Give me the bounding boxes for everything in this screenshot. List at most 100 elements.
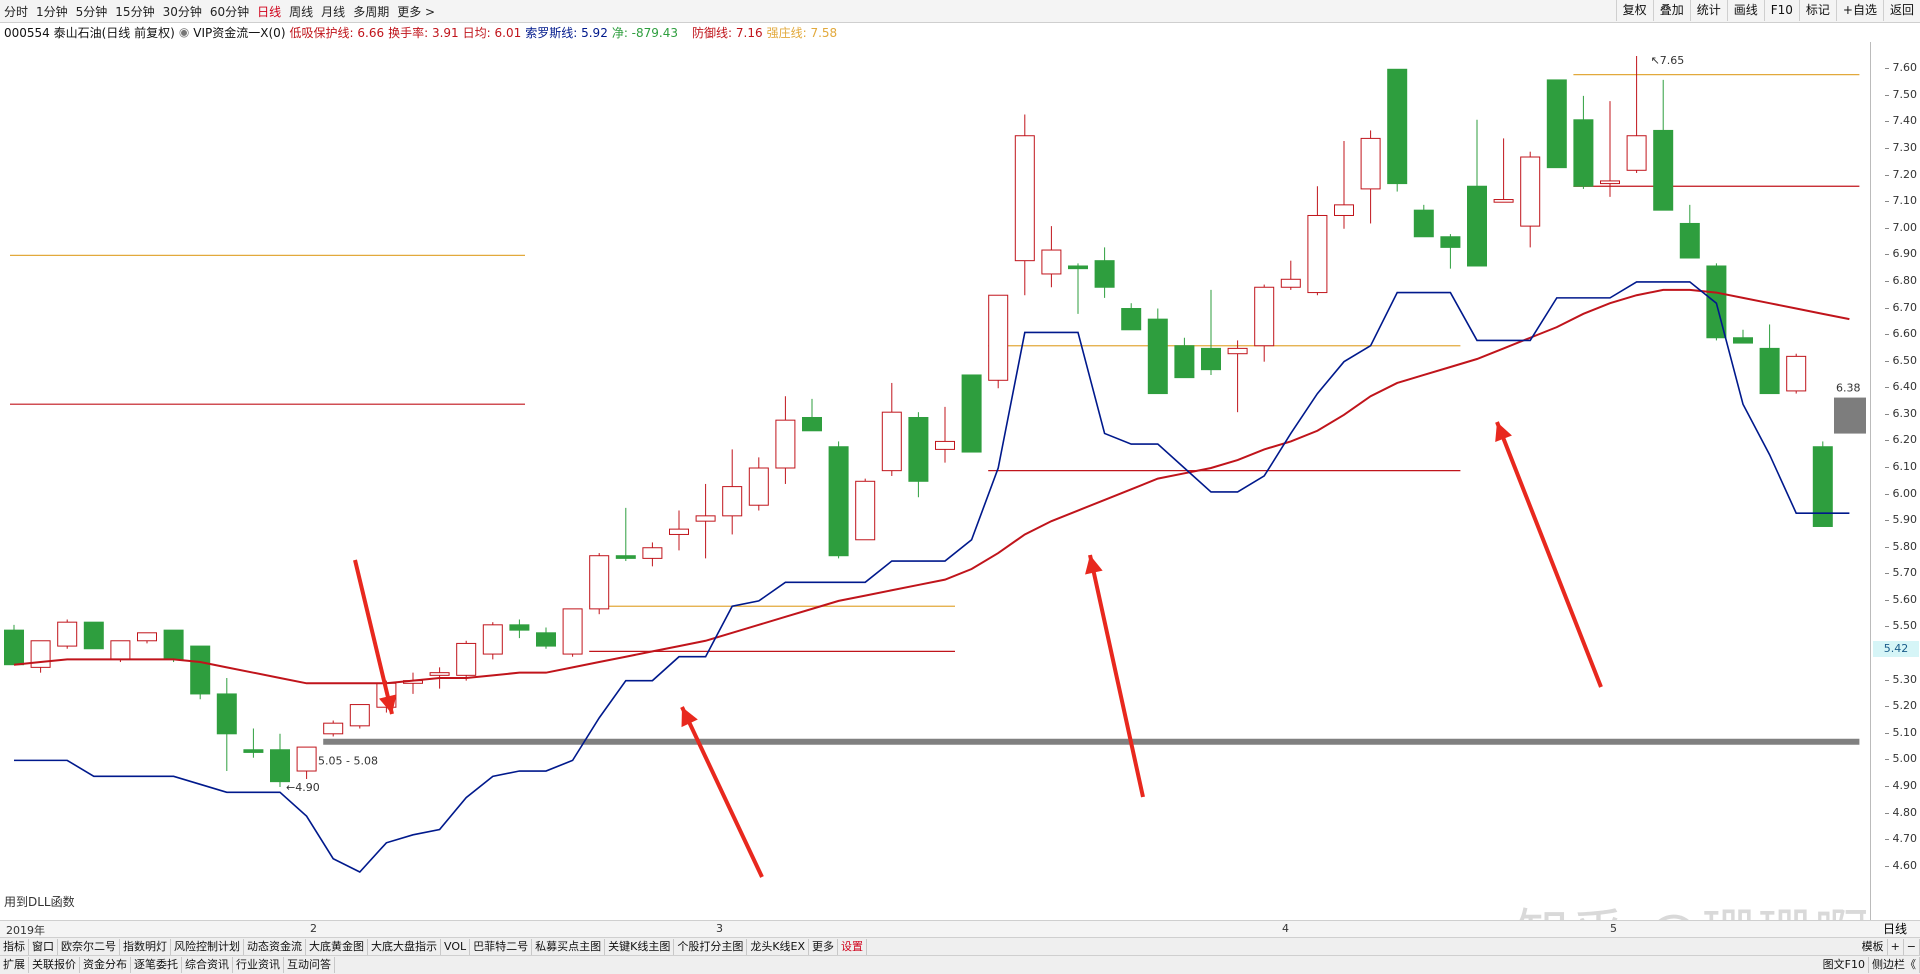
- extension-tab-1[interactable]: 关联报价: [29, 957, 80, 973]
- indicator-tab-14[interactable]: 更多: [809, 938, 839, 955]
- period-tab-1[interactable]: 1分钟: [36, 4, 68, 19]
- template-button-2[interactable]: −: [1904, 938, 1920, 955]
- red-arrowhead: [1085, 555, 1103, 575]
- price-tick: 4.90: [1884, 778, 1917, 792]
- kline-chart[interactable]: ↖7.65 ←4.90 5.05 - 5.08 6.38 用到DLL函数: [0, 42, 1870, 920]
- candle-body: [1121, 308, 1142, 331]
- low-annotation: ←4.90: [286, 781, 320, 794]
- candle-body: [1147, 318, 1168, 395]
- indicator-tab-1[interactable]: 窗口: [29, 938, 58, 955]
- candle-body: [1094, 260, 1115, 288]
- toolbar-button-1[interactable]: 叠加: [1652, 0, 1690, 21]
- candle-body: [1174, 345, 1195, 379]
- template-button-0[interactable]: 模板: [1859, 938, 1888, 955]
- toolbar-button-4[interactable]: F10: [1763, 0, 1799, 21]
- extension-tab-6[interactable]: 互动问答: [284, 957, 335, 973]
- indicator-tab-0[interactable]: 指标: [0, 938, 29, 955]
- candle-body: [1546, 79, 1567, 169]
- indicator-tab-3[interactable]: 指数明灯: [120, 938, 171, 955]
- ma-line: [13, 288, 1850, 685]
- toolbar-button-7[interactable]: 返回: [1882, 0, 1920, 21]
- candle-body: [1573, 119, 1594, 187]
- candle-body: [1068, 265, 1088, 270]
- indicator-tab-10[interactable]: 私募买点主图: [532, 938, 606, 955]
- price-tick: 5.00: [1884, 752, 1917, 766]
- red-arrow: [353, 559, 394, 715]
- candle-body: [988, 294, 1009, 381]
- period-tab-4[interactable]: 30分钟: [162, 4, 202, 19]
- extension-tab-4[interactable]: 综合资讯: [182, 957, 233, 973]
- extension-tab-5[interactable]: 行业资讯: [233, 957, 284, 973]
- candle-body: [1413, 209, 1434, 238]
- price-tick: 6.10: [1884, 460, 1917, 473]
- indicator-tab-13[interactable]: 龙头K线EX: [747, 938, 810, 955]
- candle-body: [216, 693, 237, 735]
- candle-body: [1440, 236, 1461, 248]
- extension-tab-2[interactable]: 资金分布: [80, 957, 131, 973]
- period-tab-9[interactable]: 多周期: [353, 4, 390, 19]
- eye-icon[interactable]: ◉: [178, 25, 190, 39]
- price-tick: 7.40: [1884, 114, 1917, 128]
- extension-tab-3[interactable]: 逐笔委托: [131, 957, 182, 973]
- candle-body: [881, 411, 902, 472]
- indicator-tab-12[interactable]: 个股打分主图: [674, 938, 748, 955]
- candle-body: [775, 419, 796, 469]
- indicator-name[interactable]: VIP资金流一X(0): [193, 25, 286, 40]
- period-tab-3[interactable]: 15分钟: [115, 4, 155, 19]
- period-tab-2[interactable]: 5分钟: [75, 4, 108, 19]
- red-arrowhead: [1495, 422, 1512, 443]
- indicator-tab-2[interactable]: 欧奈尔二号: [58, 938, 120, 955]
- indicator-tab-6[interactable]: 大底黄金图: [306, 938, 368, 955]
- period-tab-5[interactable]: 60分钟: [209, 4, 250, 19]
- candle-body: [1334, 204, 1354, 216]
- candle-body: [110, 640, 131, 660]
- template-button-1[interactable]: +: [1888, 938, 1904, 955]
- period-tab-6[interactable]: 日线: [257, 4, 282, 19]
- candle-body: [1307, 214, 1328, 294]
- price-tick: 5.20: [1884, 699, 1917, 713]
- indicator-tab-5[interactable]: 动态资金流: [244, 938, 306, 955]
- toolbar-button-5[interactable]: 标记: [1798, 0, 1836, 21]
- toolbar-button-0[interactable]: 复权: [1615, 0, 1653, 21]
- indicator-tab-4[interactable]: 风险控制计划: [171, 938, 244, 955]
- candle-body: [137, 632, 157, 642]
- price-tick: 6.60: [1884, 327, 1917, 341]
- price-tick: 5.50: [1884, 619, 1917, 633]
- indicator-tab-15[interactable]: 设置: [838, 938, 868, 955]
- price-tick: 6.70: [1884, 300, 1917, 314]
- price-tick: 4.70: [1884, 832, 1917, 846]
- candle-body: [1812, 446, 1833, 527]
- indicator-tab-9[interactable]: 巴菲特二号: [470, 938, 533, 955]
- period-tab-0[interactable]: 分时: [4, 4, 29, 19]
- candle-body: [4, 629, 24, 666]
- candle-body: [1653, 129, 1674, 211]
- defense-value: 防御线: 7.16: [692, 25, 763, 40]
- date-label-3: 4: [1282, 922, 1289, 935]
- price-tick: 7.60: [1884, 61, 1917, 75]
- date-label-4: 5: [1610, 922, 1617, 935]
- price-tick: 6.30: [1884, 406, 1917, 420]
- candle-body: [802, 416, 822, 432]
- period-tab-7[interactable]: 周线: [289, 4, 314, 19]
- period-tab-8[interactable]: 月线: [321, 4, 346, 19]
- price-tick: 5.10: [1884, 725, 1917, 739]
- toolbar-button-3[interactable]: 画线: [1726, 0, 1764, 21]
- extension-tab-0[interactable]: 扩展: [0, 957, 29, 973]
- kline-svg: ↖7.65 ←4.90 5.05 - 5.08 6.38: [4, 54, 1866, 878]
- candle-body: [243, 749, 264, 753]
- date-label-1: 2: [310, 922, 317, 935]
- candle-body: [828, 446, 849, 557]
- indicator-tab-7[interactable]: 大底大盘指示: [368, 938, 441, 955]
- toolbar-button-6[interactable]: +自选: [1835, 0, 1883, 21]
- period-tab-10[interactable]: 更多 >: [397, 4, 436, 19]
- side-button-0[interactable]: 图文F10: [1820, 957, 1869, 973]
- strong-value: 强庄线: 7.58: [766, 25, 838, 40]
- side-button-1[interactable]: 侧边栏《: [1869, 957, 1920, 973]
- indicator-tab-11[interactable]: 关键K线主图: [605, 938, 675, 955]
- red-arrow: [680, 706, 764, 878]
- indicator-tab-8[interactable]: VOL: [441, 938, 471, 955]
- candle-body: [482, 624, 503, 655]
- candle-body: [1227, 347, 1248, 355]
- toolbar-button-2[interactable]: 统计: [1689, 0, 1727, 21]
- price-tick: 6.80: [1884, 273, 1917, 287]
